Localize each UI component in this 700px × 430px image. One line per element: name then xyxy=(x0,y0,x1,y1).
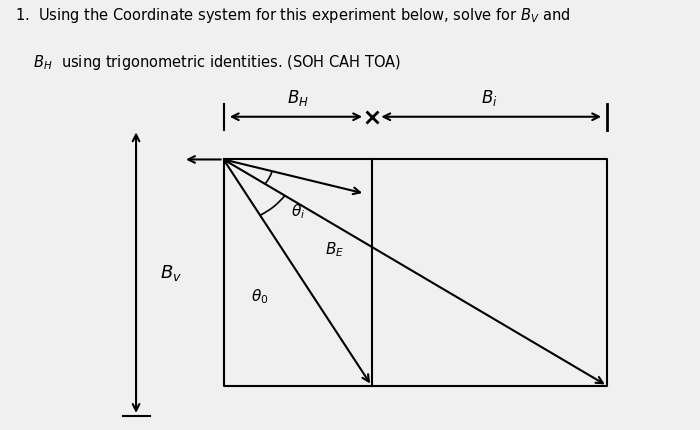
Text: $B_H$: $B_H$ xyxy=(287,88,309,108)
Text: $\theta_i$: $\theta_i$ xyxy=(291,202,305,221)
Text: $\theta_0$: $\theta_0$ xyxy=(251,288,268,306)
Text: 1.  Using the Coordinate system for this experiment below, solve for $B_V$ and: 1. Using the Coordinate system for this … xyxy=(15,6,570,25)
Text: $B_E$: $B_E$ xyxy=(325,241,344,259)
Text: $B_v$: $B_v$ xyxy=(160,263,181,283)
Text: $B_H$  using trigonometric identities. (SOH CAH TOA): $B_H$ using trigonometric identities. (S… xyxy=(15,52,401,72)
Text: $B_i$: $B_i$ xyxy=(481,88,498,108)
